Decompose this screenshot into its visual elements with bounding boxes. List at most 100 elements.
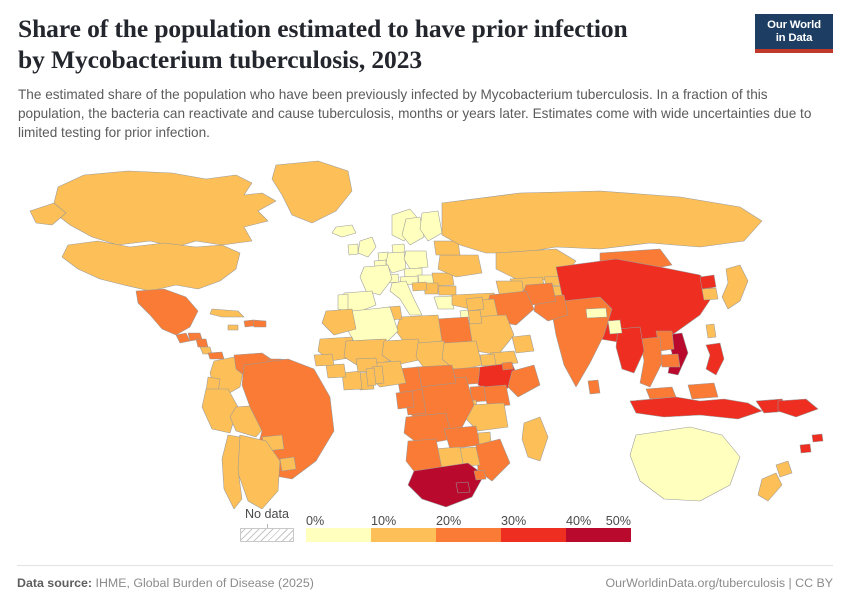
map-country-somalia[interactable] [507,364,541,397]
map-country-cambodia[interactable] [659,353,681,367]
map-country-central-african-republic[interactable] [415,364,457,387]
map-country-india[interactable] [551,296,613,387]
legend-tick-4: 40% [566,514,592,528]
map-country-malaysia[interactable] [645,382,719,399]
map-country-nicaragua[interactable] [195,338,209,347]
map-country-canada[interactable] [51,170,277,247]
map-country-panama[interactable] [207,351,225,359]
map-country-new-zealand[interactable] [757,460,793,501]
map-country-croatia[interactable] [411,281,428,291]
map-country-denmark[interactable] [391,243,406,253]
map-country-philippines[interactable] [705,342,725,375]
map-country-gabon[interactable] [395,390,415,409]
footer-link[interactable]: OurWorldinData.org/tuberculosis | CC BY [605,576,833,590]
world-choropleth-map[interactable] [0,149,850,509]
map-country-eswatini[interactable] [473,469,487,480]
map-country-chile[interactable] [221,434,243,509]
map-country-fiji[interactable] [799,443,812,453]
map-country-papua-new-guinea[interactable] [777,398,819,417]
legend-bin-1[interactable] [371,528,436,542]
map-country-sri-lanka[interactable] [587,379,601,394]
legend-tick-2: 20% [436,514,462,528]
logo-line-1: Our World [767,19,821,31]
map-country-solomon-islands[interactable] [811,433,824,442]
legend-tick-0: 0% [306,514,325,528]
map-country-australia[interactable] [629,426,741,501]
map-country-bangladesh[interactable] [607,319,623,334]
chart-subtitle: The estimated share of the population wh… [18,86,812,141]
map-country-jamaica[interactable] [227,324,239,330]
map-country-united-states[interactable] [29,202,241,291]
map-country-guatemala[interactable] [175,332,191,343]
map-country-mexico[interactable] [135,288,199,335]
legend-tick-5: 50% [605,514,631,528]
data-source: Data source: IHME, Global Burden of Dise… [17,576,314,590]
legend-tick-1: 10% [371,514,397,528]
map-country-senegal[interactable] [313,353,335,366]
map-country-united-kingdom[interactable] [357,236,377,257]
legend-no-data-label: No data [244,507,290,521]
legend-no-data[interactable]: No data [240,507,294,542]
map-country-oman[interactable] [511,334,535,353]
map-country-south-korea[interactable] [701,287,719,300]
map-country-finland[interactable] [419,210,443,241]
legend-bin-2[interactable] [436,528,501,542]
map-country-south-africa[interactable] [407,462,485,507]
map-country-niger[interactable] [381,338,425,365]
data-source-text: IHME, Global Burden of Disease (2025) [95,576,314,590]
map-country-sweden[interactable] [401,216,425,245]
map-country-mozambique[interactable] [475,438,511,481]
map-country-togo[interactable] [365,367,377,386]
map-country-japan[interactable] [721,264,749,309]
map-country-syria[interactable] [465,296,485,311]
map-country-north-korea[interactable] [699,274,717,289]
map-country-lesotho[interactable] [455,481,471,493]
map-country-thailand[interactable] [639,336,663,387]
map-country-greenland[interactable] [271,160,353,223]
legend-no-data-tick [266,524,268,528]
legend-scale[interactable]: 0% 10% 20% 30% 40% 50% [306,510,631,542]
map-country-russia[interactable] [441,190,763,253]
legend-tick-3: 30% [501,514,527,528]
legend-bin-3[interactable] [501,528,566,542]
map-country-france[interactable] [359,264,393,295]
map-country-morocco[interactable] [321,308,357,335]
legend-color-bar[interactable] [306,528,631,542]
map-country-haiti[interactable] [243,319,255,327]
map-country-greece[interactable] [433,295,455,309]
map-country-djibouti[interactable] [501,361,514,370]
map-country-germany[interactable] [385,251,407,273]
legend-bin-4[interactable] [566,528,631,542]
map-country-eritrea[interactable] [479,353,497,366]
logo-line-2: in Data [775,32,813,44]
map-country-ireland[interactable] [347,243,359,255]
map-country-ukraine[interactable] [437,254,483,277]
map-country-nepal[interactable] [585,307,608,318]
map-country-indonesia[interactable] [629,396,791,419]
map-country-zambia[interactable] [443,425,481,449]
legend-bin-0[interactable] [306,528,371,542]
map-country-iceland[interactable] [331,224,357,237]
owid-logo[interactable]: Our World in Data [755,14,833,53]
map-country-jordan[interactable] [467,309,483,324]
map-country-myanmar[interactable] [615,326,645,373]
chart-footer: Data source: IHME, Global Burden of Dise… [17,565,833,600]
legend-no-data-swatch [240,528,294,542]
map-svg[interactable] [0,149,850,509]
map-country-peru[interactable] [201,388,239,433]
map-country-belarus[interactable] [433,240,461,255]
map-country-cuba[interactable] [209,308,245,317]
map-country-uruguay[interactable] [279,456,297,471]
map-country-ivory-coast[interactable] [341,370,363,390]
map-country-taiwan[interactable] [705,323,717,338]
map-country-italy[interactable] [389,280,423,315]
map-country-dominican-republic[interactable] [252,319,267,327]
map-country-portugal[interactable] [337,293,349,311]
data-source-prefix: Data source: [17,576,93,590]
map-country-madagascar[interactable] [521,416,549,461]
map-country-bulgaria[interactable] [437,285,457,295]
map-country-poland[interactable] [403,250,429,269]
map-country-guinea[interactable] [325,363,347,378]
chart-header: Share of the population estimated to hav… [0,0,850,143]
